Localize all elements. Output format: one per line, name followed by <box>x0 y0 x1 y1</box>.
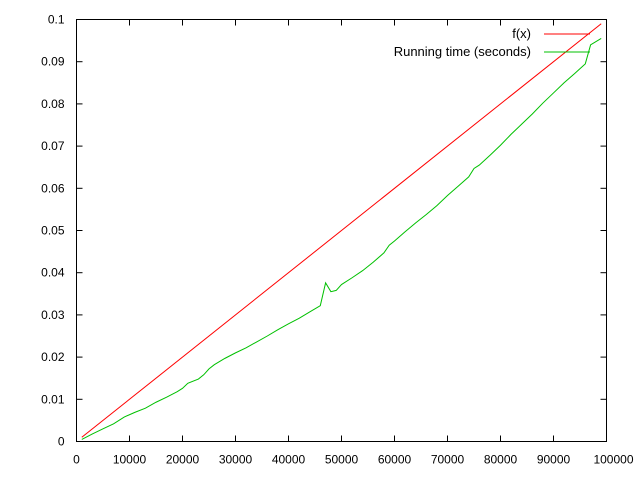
x-tick-label: 70000 <box>431 453 465 467</box>
y-tick-label: 0.01 <box>41 392 65 406</box>
x-tick-label: 40000 <box>272 453 306 467</box>
series-layer <box>81 23 602 440</box>
legend-label: Running time (seconds) <box>394 44 531 59</box>
y-tick-label: 0.09 <box>41 55 65 69</box>
series-line-fx <box>81 23 602 438</box>
y-tick-label: 0.07 <box>41 139 65 153</box>
x-tick-label: 0 <box>73 453 80 467</box>
y-tick-label: 0.06 <box>41 181 65 195</box>
y-tick-label: 0 <box>58 435 65 449</box>
x-tick-label: 10000 <box>113 453 147 467</box>
x-tick-label: 60000 <box>378 453 412 467</box>
y-tick-label: 0.1 <box>48 13 65 27</box>
x-tick-label: 80000 <box>484 453 518 467</box>
y-tick-label: 0.08 <box>41 97 65 111</box>
x-tick-label: 100000 <box>593 453 633 467</box>
y-tick-label: 0.04 <box>41 266 65 280</box>
x-tick-label: 50000 <box>325 453 359 467</box>
series-line-running-time <box>81 38 602 440</box>
x-tick-label: 90000 <box>537 453 571 467</box>
y-tick-label: 0.05 <box>41 224 65 238</box>
axis-ticks: 0 0.01 0.02 0.03 0.04 0.05 0.06 0.07 0.08 0.09 0.1… <box>41 13 634 467</box>
x-tick-label: 30000 <box>219 453 253 467</box>
y-tick-label: 0.02 <box>41 350 65 364</box>
legend-label: f(x) <box>512 26 531 41</box>
x-tick-label: 20000 <box>166 453 200 467</box>
y-tick-label: 0.03 <box>41 308 65 322</box>
legend: f(x) Running time (seconds) <box>394 26 590 59</box>
